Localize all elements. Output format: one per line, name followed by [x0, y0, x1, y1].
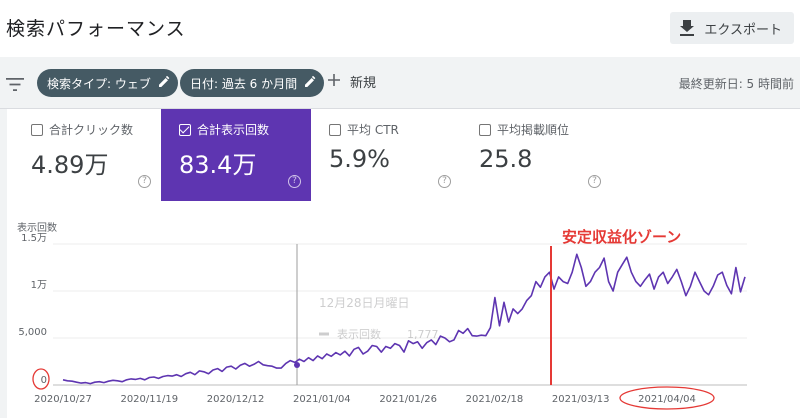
y-tick-label: 1.5万 — [21, 233, 47, 244]
x-tick-label: 2021/04/04 — [638, 394, 696, 405]
help-icon[interactable]: ? — [138, 175, 151, 188]
y-tick-label: 0 — [41, 375, 47, 386]
metric-card-position[interactable]: 平均掲載順位 25.8 ? — [461, 109, 611, 201]
checkbox-checked[interactable] — [179, 123, 191, 136]
help-icon[interactable]: ? — [588, 175, 601, 188]
metric-value: 4.89万 — [31, 151, 109, 179]
export-button[interactable]: エクスポート — [670, 12, 794, 44]
help-icon[interactable]: ? — [288, 175, 301, 188]
chip-label: 検索タイプ: ウェブ — [47, 76, 151, 91]
metric-label-text: 合計表示回数 — [197, 123, 270, 137]
filter-icon[interactable] — [6, 76, 24, 95]
chip-label: 日付: 過去 6 か月間 — [190, 76, 298, 91]
highlight-circle-date — [619, 386, 715, 410]
metric-label: 平均 CTR — [329, 121, 399, 138]
metric-card-ctr[interactable]: 平均 CTR 5.9% ? — [311, 109, 461, 201]
metric-label: 合計表示回数 — [179, 121, 269, 138]
metric-label-text: 平均掲載順位 — [497, 123, 570, 137]
metric-label-text: 平均 CTR — [347, 123, 399, 137]
x-tick-label: 2020/12/12 — [207, 394, 265, 405]
metric-label-text: 合計クリック数 — [49, 123, 134, 137]
metric-value: 83.4万 — [179, 151, 257, 179]
zone-annotation: 安定収益化ゾーン — [562, 228, 681, 246]
export-label: エクスポート — [704, 22, 782, 38]
x-tick-label: 2021/01/26 — [379, 394, 437, 405]
metric-label: 合計クリック数 — [31, 121, 133, 138]
pencil-icon — [158, 75, 170, 90]
y-tick-label: 1万 — [31, 280, 47, 291]
performance-panel: 合計クリック数 4.89万 ? 合計表示回数 83.4万 ? 平均 CTR 5.… — [7, 109, 800, 418]
checkbox[interactable] — [329, 123, 341, 136]
chart-tooltip: 12月28日月曜日 表示回数 1,777 — [319, 296, 439, 341]
metric-card-clicks[interactable]: 合計クリック数 4.89万 ? — [13, 109, 161, 201]
tooltip-date: 12月28日月曜日 — [319, 296, 410, 310]
metric-label: 平均掲載順位 — [479, 121, 569, 138]
x-tick-label: 2021/03/13 — [552, 394, 610, 405]
page-title: 検索パフォーマンス — [6, 18, 186, 40]
checkbox[interactable] — [479, 123, 491, 136]
checkbox[interactable] — [31, 123, 43, 136]
plus-icon — [328, 73, 340, 90]
highlight-circle-zero — [32, 368, 50, 390]
y-tick-label: 5,000 — [18, 327, 47, 338]
search-type-chip[interactable]: 検索タイプ: ウェブ — [37, 69, 178, 97]
y-axis-title: 表示回数 — [17, 221, 57, 234]
tooltip-series: 表示回数 — [337, 327, 381, 341]
hover-point — [294, 362, 300, 368]
x-tick-label: 2020/10/27 — [34, 394, 92, 405]
tooltip-value: 1,777 — [407, 328, 439, 341]
last-updated: 最終更新日: 5 時間前 — [678, 77, 794, 91]
download-icon — [680, 20, 695, 36]
date-range-chip[interactable]: 日付: 過去 6 か月間 — [180, 69, 325, 97]
metric-value: 25.8 — [479, 145, 533, 173]
metric-value: 5.9% — [329, 145, 390, 173]
metric-card-impressions[interactable]: 合計表示回数 83.4万 ? — [161, 109, 311, 201]
page-header: 検索パフォーマンス エクスポート — [0, 0, 800, 57]
x-tick-label: 2021/01/04 — [293, 394, 351, 405]
new-label: 新規 — [350, 76, 377, 91]
help-icon[interactable]: ? — [438, 175, 451, 188]
pencil-icon — [305, 75, 316, 90]
new-filter-button[interactable]: 新規 — [328, 72, 376, 91]
impressions-chart[interactable]: 表示回数 0 5,000 1万 1.5万 2020/10/27 2020/11/19 20… — [7, 109, 800, 418]
series-line-impressions — [62, 253, 746, 385]
x-tick-label: 2020/11/19 — [120, 394, 178, 405]
filter-bar: 検索タイプ: ウェブ 日付: 過去 6 か月間 新規 最終更新日: 5 時間前 — [0, 57, 800, 109]
x-tick-label: 2021/02/18 — [466, 394, 524, 405]
